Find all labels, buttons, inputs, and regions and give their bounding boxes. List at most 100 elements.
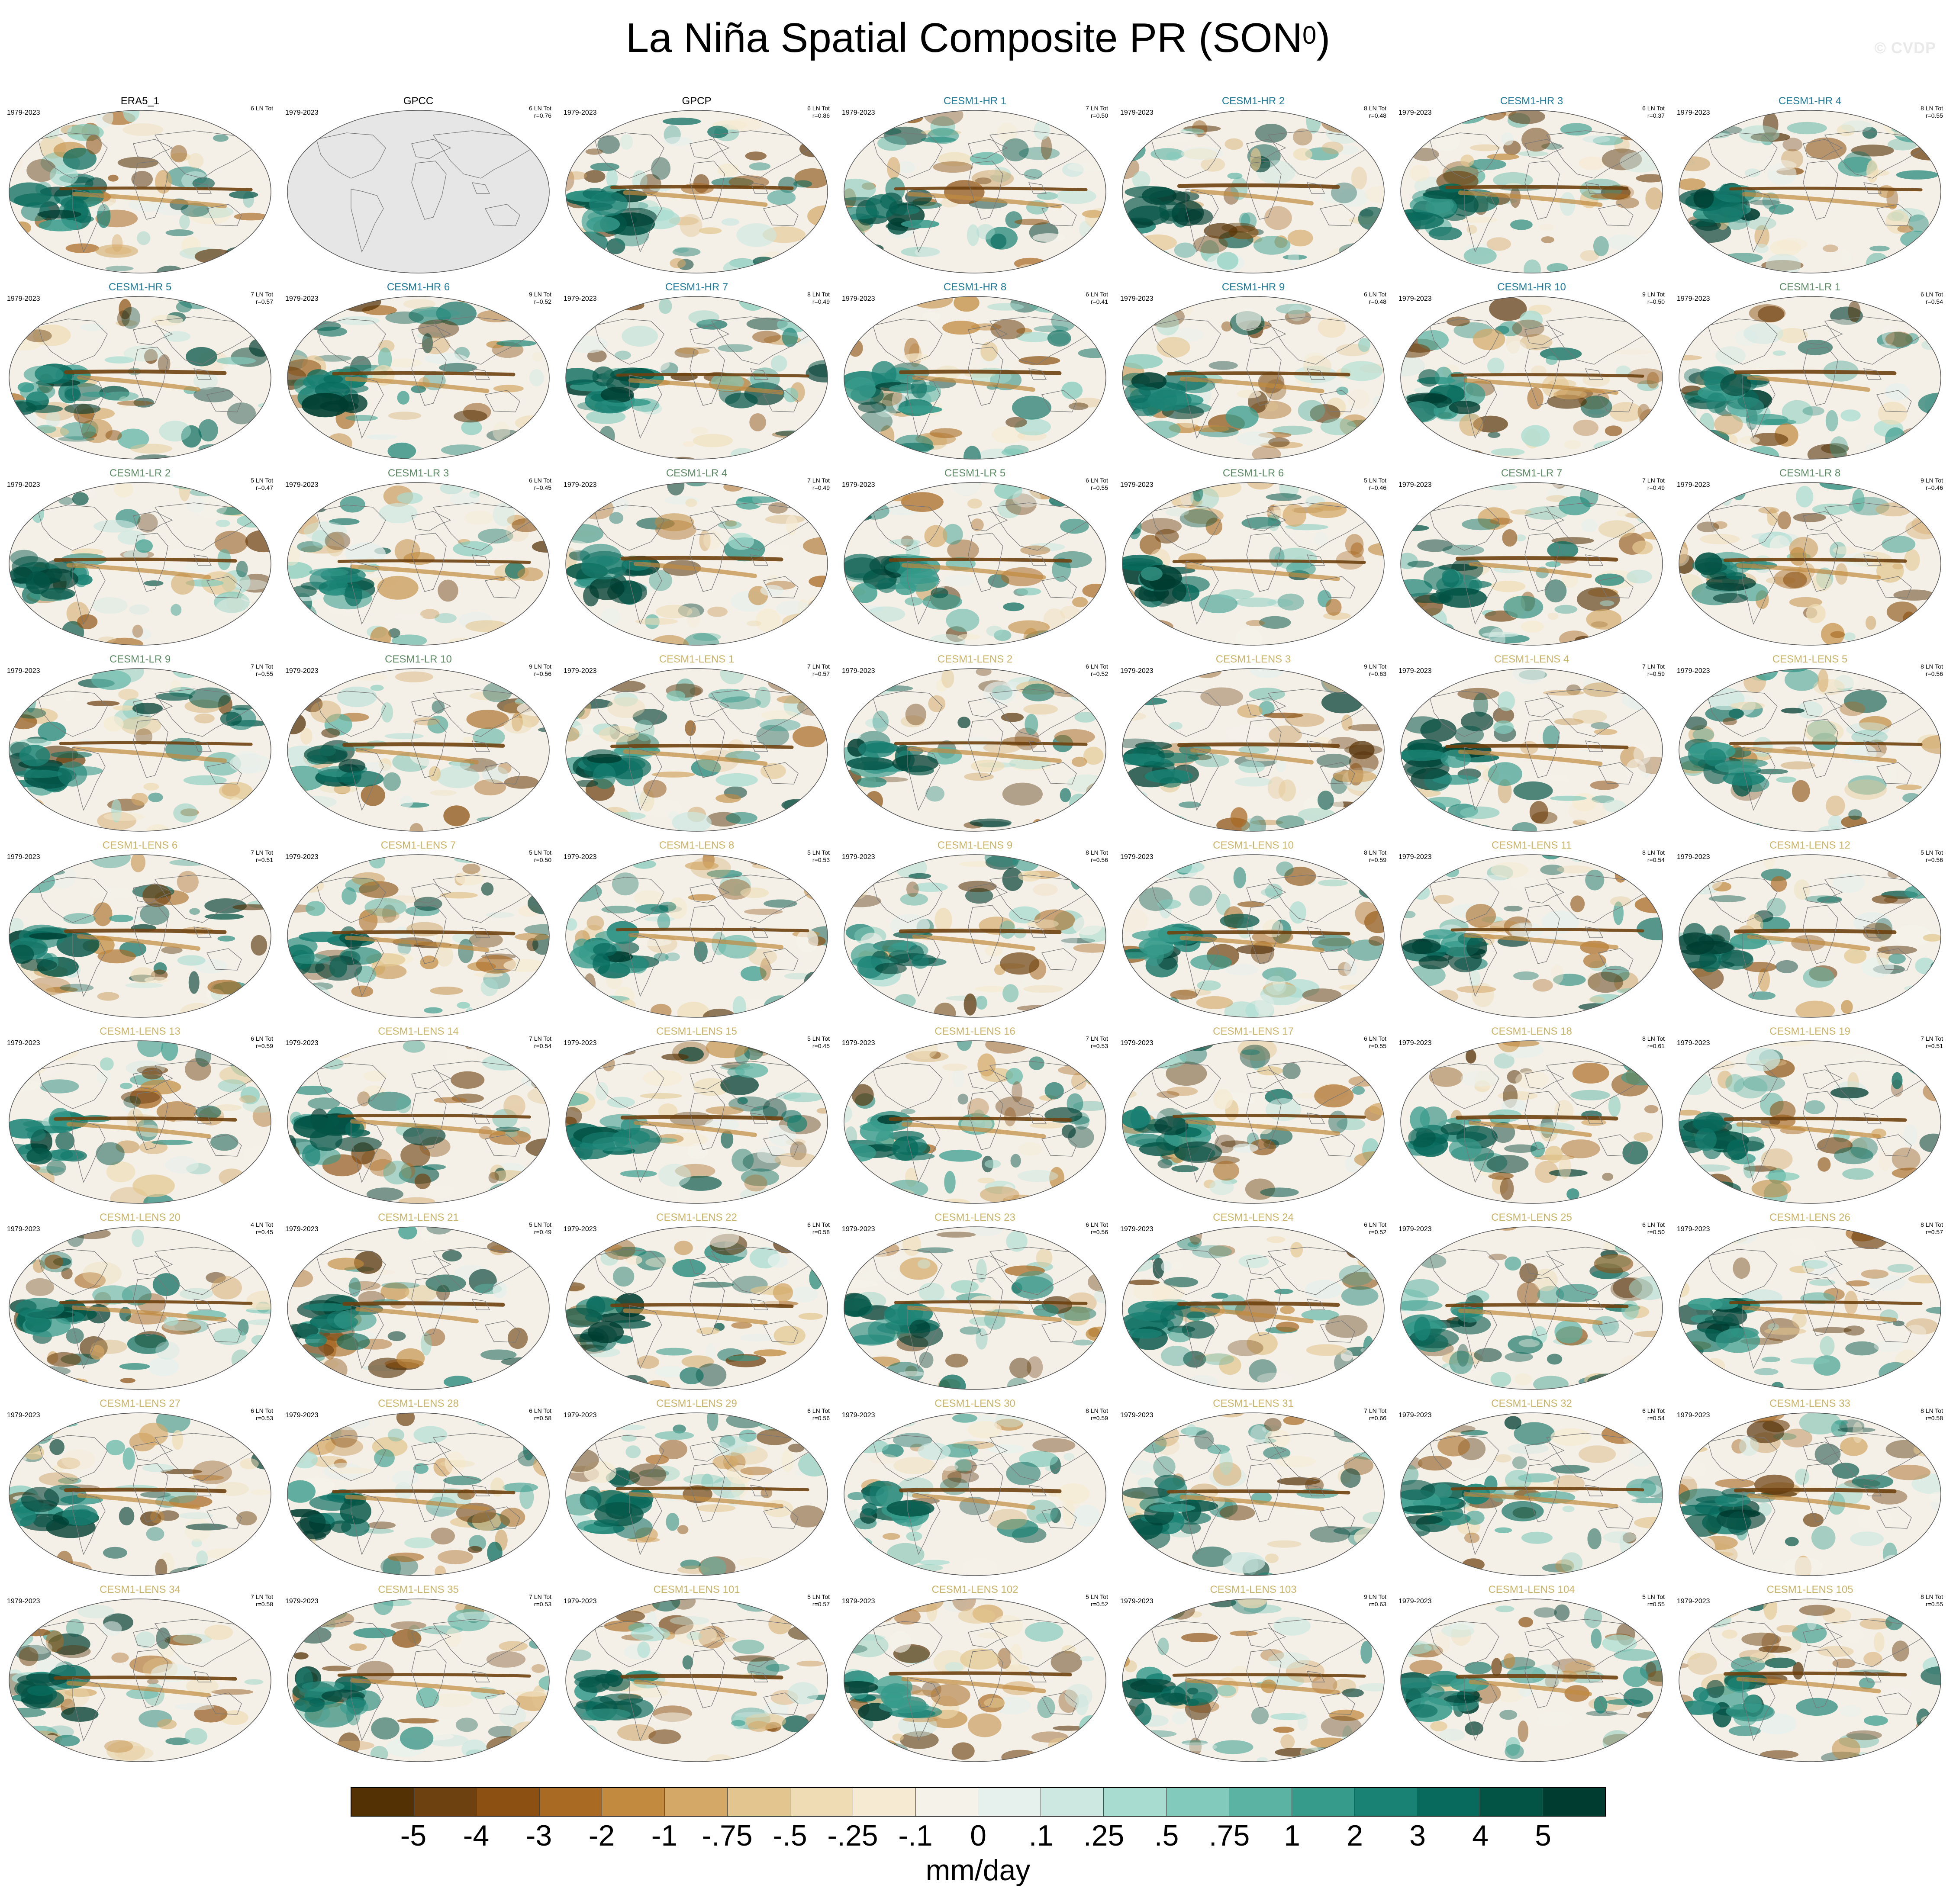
map-panel: CESM1-LENS 25 1979-2023 6 LN Tot r=0.50 xyxy=(1392,1207,1671,1393)
panel-title: CESM1-LENS 2 xyxy=(937,653,1013,665)
map-panel: CESM1-LR 10 1979-2023 9 LN Tot r=0.56 xyxy=(279,649,557,835)
panel-pattern-correlation: r=0.86 xyxy=(812,112,830,119)
composite-map xyxy=(1679,1226,1941,1390)
panel-pattern-correlation: r=0.37 xyxy=(1647,112,1665,119)
panel-pattern-correlation: r=0.50 xyxy=(534,856,551,863)
map-panel: CESM1-LENS 2 1979-2023 6 LN Tot r=0.52 xyxy=(836,649,1114,835)
map-panel: CESM1-LENS 10 1979-2023 8 LN Tot r=0.59 xyxy=(1114,835,1392,1021)
panel-period: 1979-2023 xyxy=(1399,853,1432,861)
panel-event-count: 6 LN Tot xyxy=(529,1407,551,1414)
composite-map xyxy=(1400,110,1663,273)
panel-event-count: 7 LN Tot xyxy=(1086,105,1108,112)
panel-period: 1979-2023 xyxy=(1399,667,1432,675)
colorbar-tick-label: -1 xyxy=(651,1819,678,1852)
panel-period: 1979-2023 xyxy=(1677,667,1710,675)
panel-event-count: 5 LN Tot xyxy=(1921,849,1943,856)
panel-period: 1979-2023 xyxy=(842,853,875,861)
panel-title: CESM1-HR 6 xyxy=(387,281,450,293)
panel-period: 1979-2023 xyxy=(1120,1039,1154,1047)
panel-pattern-correlation: r=0.54 xyxy=(1647,1415,1665,1422)
panel-title: CESM1-LENS 22 xyxy=(656,1212,737,1223)
panel-event-count: 7 LN Tot xyxy=(1364,1407,1386,1414)
panel-event-count: 7 LN Tot xyxy=(251,663,273,670)
panel-title: CESM1-LR 6 xyxy=(1222,467,1284,479)
map-panel: CESM1-LENS 21 1979-2023 5 LN Tot r=0.49 xyxy=(279,1207,557,1393)
composite-map xyxy=(1679,296,1941,460)
panel-period: 1979-2023 xyxy=(564,1598,597,1605)
composite-map xyxy=(565,854,828,1018)
panel-pattern-correlation: r=0.54 xyxy=(1647,856,1665,863)
panel-event-count: 5 LN Tot xyxy=(807,1593,830,1600)
panel-title: CESM1-LENS 28 xyxy=(378,1398,459,1409)
panel-pattern-correlation: r=0.55 xyxy=(255,670,273,677)
panel-pattern-correlation: r=0.49 xyxy=(1647,484,1665,491)
panel-event-count: 8 LN Tot xyxy=(1921,663,1943,670)
map-panel: CESM1-LENS 103 1979-2023 9 LN Tot r=0.63 xyxy=(1114,1579,1392,1766)
panel-title: CESM1-LR 5 xyxy=(944,467,1006,479)
panel-period: 1979-2023 xyxy=(842,109,875,116)
panel-title: GPCC xyxy=(403,95,434,107)
panel-event-count: 7 LN Tot xyxy=(1086,1035,1108,1042)
colorbar-tick-label: 1 xyxy=(1284,1819,1300,1852)
panel-event-count: 6 LN Tot xyxy=(807,1407,830,1414)
composite-map xyxy=(1122,482,1385,646)
panel-period: 1979-2023 xyxy=(7,1598,40,1605)
panel-period: 1979-2023 xyxy=(1399,1412,1432,1419)
map-panel: CESM1-LENS 35 1979-2023 7 LN Tot r=0.53 xyxy=(279,1579,557,1766)
colorbar-swatch xyxy=(915,1788,979,1816)
panel-event-count: 7 LN Tot xyxy=(251,1593,273,1600)
panel-period: 1979-2023 xyxy=(1677,1225,1710,1233)
panel-event-count: 6 LN Tot xyxy=(1364,291,1386,298)
panel-period: 1979-2023 xyxy=(842,481,875,489)
colorbar-tick-label: .25 xyxy=(1083,1819,1125,1852)
map-panel: CESM1-LR 1 1979-2023 6 LN Tot r=0.54 xyxy=(1671,277,1949,463)
panel-pattern-correlation: r=0.58 xyxy=(255,1601,273,1608)
cvdp-watermark: © CVDP xyxy=(1874,39,1936,57)
panel-event-count: 7 LN Tot xyxy=(807,477,830,484)
panel-pattern-correlation: r=0.58 xyxy=(812,1229,830,1235)
panel-title: CESM1-HR 2 xyxy=(1221,95,1285,107)
panel-pattern-correlation: r=0.54 xyxy=(534,1042,551,1049)
composite-map xyxy=(9,482,271,646)
panel-period: 1979-2023 xyxy=(564,1225,597,1233)
colorbar-tick-label: 2 xyxy=(1347,1819,1363,1852)
panel-event-count: 8 LN Tot xyxy=(1921,1221,1943,1228)
map-panel: ERA5_1 1979-2023 6 LN Tot xyxy=(1,91,279,277)
panel-pattern-correlation: r=0.50 xyxy=(1647,298,1665,305)
composite-map xyxy=(565,668,828,832)
panel-title: CESM1-LENS 4 xyxy=(1494,653,1569,665)
panel-pattern-correlation: r=0.55 xyxy=(1090,484,1108,491)
panel-period: 1979-2023 xyxy=(564,667,597,675)
panel-period: 1979-2023 xyxy=(1120,853,1154,861)
map-panel: CESM1-LR 3 1979-2023 6 LN Tot r=0.45 xyxy=(279,463,557,649)
composite-map xyxy=(844,482,1106,646)
composite-map xyxy=(844,1412,1106,1576)
colorbar-swatch xyxy=(728,1788,790,1816)
panel-period: 1979-2023 xyxy=(1120,295,1154,302)
panel-period: 1979-2023 xyxy=(1120,667,1154,675)
panel-event-count: 6 LN Tot xyxy=(1921,291,1943,298)
colorbar-swatch xyxy=(665,1788,728,1816)
colorbar-swatch xyxy=(414,1788,477,1816)
map-panel: CESM1-LENS 30 1979-2023 8 LN Tot r=0.59 xyxy=(836,1393,1114,1579)
colorbar-swatch xyxy=(1480,1788,1543,1816)
map-panel: CESM1-LENS 5 1979-2023 8 LN Tot r=0.56 xyxy=(1671,649,1949,835)
panel-title: CESM1-LENS 3 xyxy=(1215,653,1291,665)
panel-title: CESM1-LENS 6 xyxy=(102,839,178,851)
panel-title: CESM1-LR 7 xyxy=(1501,467,1563,479)
map-panel: CESM1-LENS 28 1979-2023 6 LN Tot r=0.58 xyxy=(279,1393,557,1579)
panel-period: 1979-2023 xyxy=(1677,1039,1710,1047)
panel-event-count: 6 LN Tot xyxy=(1642,1221,1665,1228)
panel-period: 1979-2023 xyxy=(7,109,40,116)
composite-map xyxy=(1122,1040,1385,1204)
panel-event-count: 7 LN Tot xyxy=(251,291,273,298)
panel-title: CESM1-LENS 34 xyxy=(100,1584,180,1595)
composite-map xyxy=(844,110,1106,273)
panel-title: CESM1-LENS 16 xyxy=(934,1026,1015,1037)
map-panel: CESM1-LENS 19 1979-2023 7 LN Tot r=0.51 xyxy=(1671,1021,1949,1207)
panel-title: CESM1-LENS 8 xyxy=(659,839,735,851)
composite-map xyxy=(1400,1040,1663,1204)
panel-period: 1979-2023 xyxy=(564,1039,597,1047)
map-panel: CESM1-HR 7 1979-2023 8 LN Tot r=0.49 xyxy=(557,277,836,463)
panel-event-count: 6 LN Tot xyxy=(251,1035,273,1042)
